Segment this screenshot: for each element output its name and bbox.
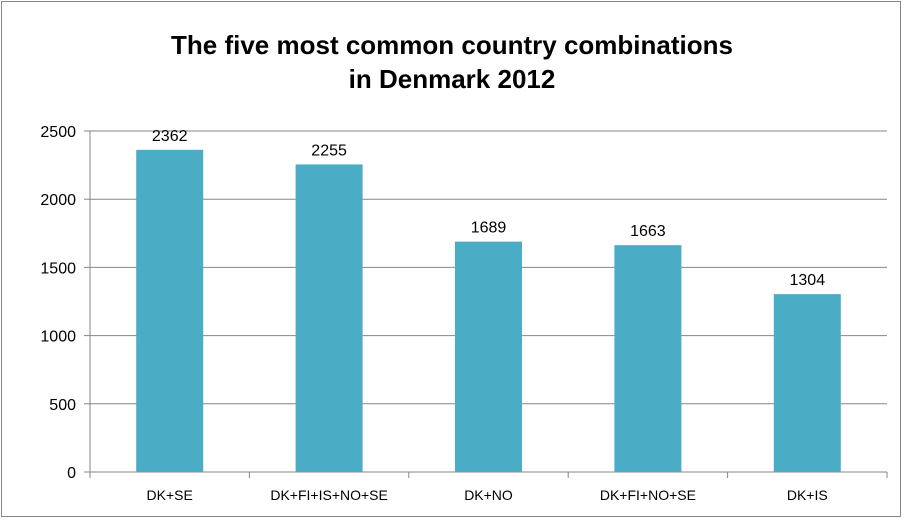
x-tick-label: DK+FI+IS+NO+SE [270, 487, 388, 503]
data-label: 2362 [152, 128, 188, 145]
y-tick-label: 1000 [40, 329, 76, 346]
y-tick-label: 2000 [40, 192, 76, 209]
bar [295, 164, 363, 472]
chart-title-line-2: in Denmark 2012 [348, 64, 556, 94]
bar [614, 245, 682, 472]
bar [455, 241, 522, 472]
y-tick-label: 2500 [40, 124, 76, 141]
x-tick-label: DK+SE [147, 487, 193, 503]
x-tick-label: DK+NO [464, 487, 513, 503]
chart-title: The five most common country combination… [0, 28, 904, 96]
bar [136, 149, 204, 473]
y-tick-label: 0 [67, 465, 76, 482]
bar [773, 294, 841, 472]
x-tick-label: DK+FI+NO+SE [600, 487, 696, 503]
data-label: 1304 [790, 272, 826, 289]
chart-title-line-1: The five most common country combination… [171, 30, 733, 60]
y-tick-label: 1500 [40, 260, 76, 277]
data-label: 2255 [311, 142, 347, 159]
data-label: 1689 [471, 220, 507, 237]
y-tick-label: 500 [49, 397, 76, 414]
data-label: 1663 [630, 223, 666, 240]
x-tick-label: DK+IS [787, 487, 828, 503]
